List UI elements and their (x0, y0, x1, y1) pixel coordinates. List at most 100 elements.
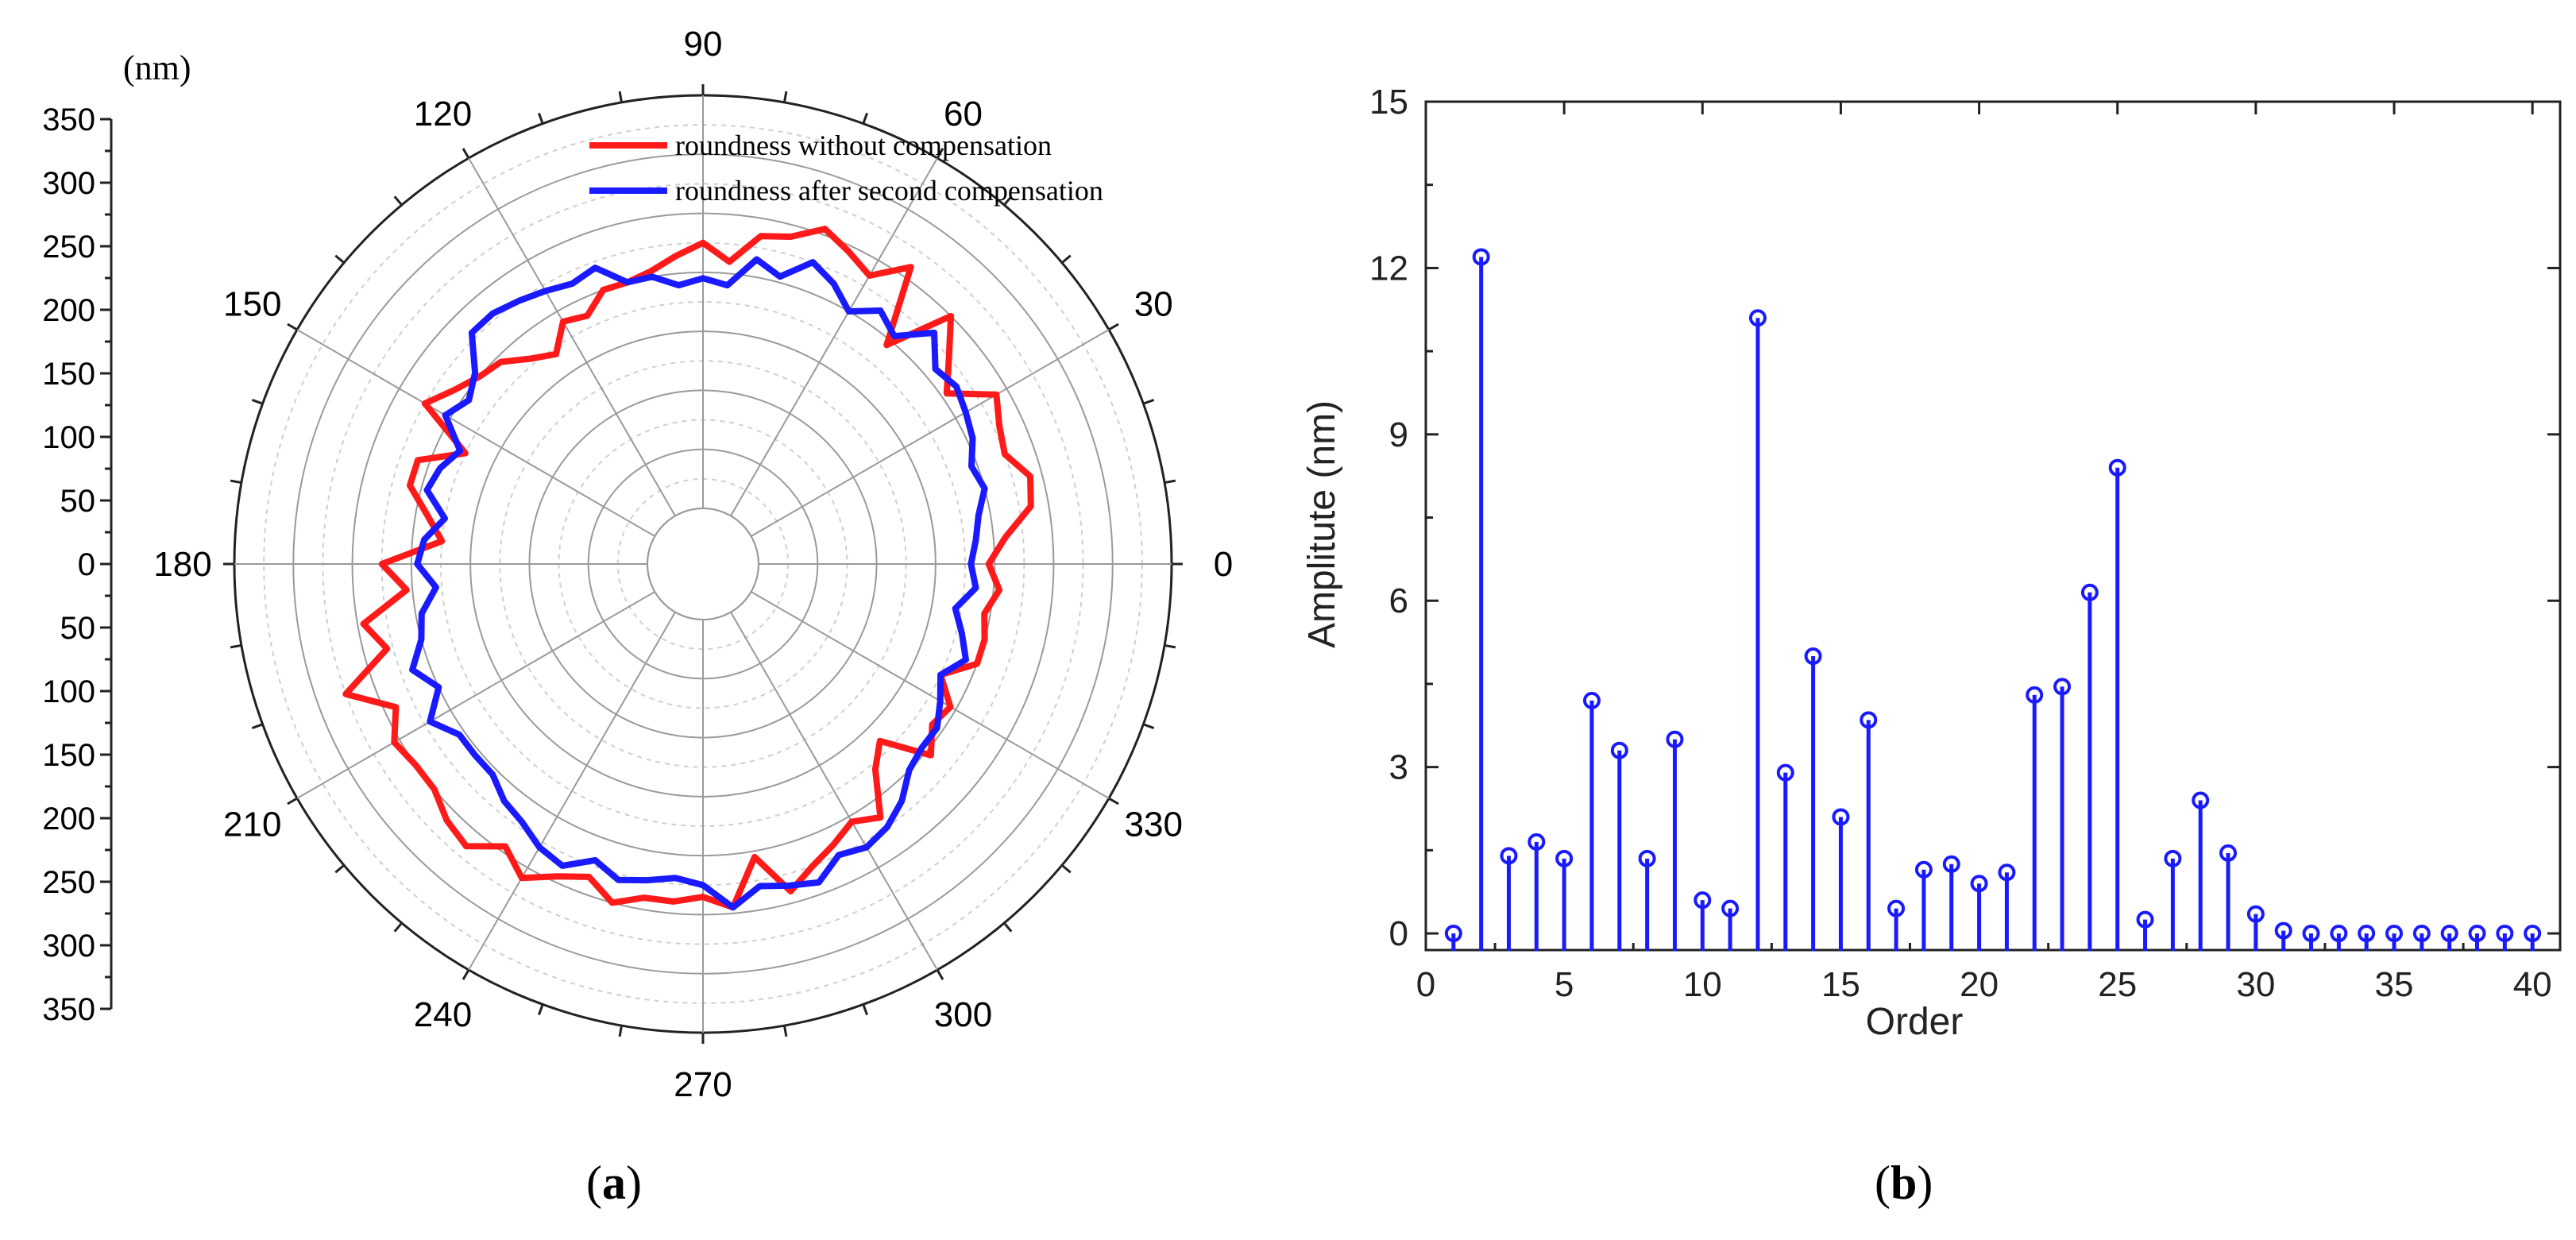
stem-marker (2330, 925, 2348, 943)
scale-tick-label: 200 (42, 293, 95, 328)
outer-tick (782, 91, 788, 103)
outer-tick (618, 91, 624, 103)
stem-marker (1887, 899, 1906, 917)
outer-tick (862, 1003, 868, 1016)
y-tick-label: 15 (1369, 83, 1408, 122)
x-tick-label: 5 (1554, 965, 1574, 1004)
scale-tick-label: 300 (42, 929, 95, 964)
stem-marker (1776, 763, 1794, 782)
caption-b-letter: b (1890, 1157, 1918, 1209)
caption-b-open: ( (1875, 1157, 1890, 1209)
scale-tick-label: 100 (42, 674, 95, 709)
stem-marker (2274, 921, 2292, 940)
stem-marker (1748, 309, 1767, 327)
outer-tick (1061, 254, 1072, 264)
radial-scale-bar: 350 300 250 200 150 100 50 0 50 100 150 200 250 300 35… (42, 102, 113, 1027)
stem-marker (2192, 791, 2210, 809)
outer-tick (1061, 864, 1072, 874)
angle-label: 0 (1214, 545, 1233, 584)
stem-marker (1804, 647, 1822, 666)
stem-marker (1694, 891, 1712, 910)
stem-marker (1721, 899, 1740, 917)
x-tick-label: 10 (1683, 965, 1722, 1004)
stem-marker (1582, 691, 1601, 709)
x-tick-label: 40 (2513, 965, 2552, 1004)
outer-tick (287, 797, 298, 805)
scale-tick-label: 250 (42, 230, 95, 265)
polar-grid (223, 84, 1183, 1044)
stem-marker (1610, 741, 1628, 759)
scale-tick-label: 350 (42, 992, 95, 1027)
outer-tick (1142, 723, 1155, 729)
polar-series (342, 226, 1034, 911)
angle-label: 120 (414, 95, 472, 133)
outer-tick (393, 195, 403, 206)
y-tick-label: 3 (1389, 748, 1408, 787)
x-axis-label: Order (1866, 1001, 1964, 1043)
stem-marker (2026, 686, 2044, 704)
stem-axes: 0 5 10 15 20 25 30 35 40 0 3 6 9 12 15 (1369, 83, 2562, 1004)
grid-spoke (751, 591, 1110, 799)
series-without-compensation (342, 226, 1034, 911)
stem-marker (2219, 844, 2238, 862)
stem-chart: 0 5 10 15 20 25 30 35 40 0 3 6 9 12 15 Order Amplitute… (1301, 83, 2562, 1043)
stem-marker (1832, 808, 1850, 826)
outer-tick (393, 922, 403, 933)
stem-marker (1860, 711, 1878, 729)
stem-marker (2246, 905, 2265, 923)
grid-spoke (296, 329, 655, 537)
angle-label: 240 (414, 995, 472, 1034)
polar-angle-labels: 0 30 60 90 120 150 180 210 240 270 300 330 (153, 25, 1233, 1104)
stem-marker (2496, 925, 2514, 943)
angle-label: 270 (674, 1065, 732, 1104)
angle-label: 90 (684, 25, 723, 64)
scale-tick-label: 200 (42, 802, 95, 836)
grid-spoke (751, 329, 1110, 537)
y-axis-label: Amplitute (nm) (1301, 400, 1343, 648)
angle-label: 150 (223, 285, 281, 324)
outer-tick (462, 148, 470, 159)
y-tick-label: 0 (1389, 914, 1408, 953)
caption-b-close: ) (1917, 1157, 1933, 1209)
outer-tick (251, 723, 264, 729)
stem-marker (1666, 730, 1684, 748)
outer-tick (538, 1003, 544, 1016)
stem-marker (1444, 925, 1462, 943)
angle-label: 30 (1134, 285, 1173, 324)
stem-marker (2412, 925, 2431, 943)
y-tick-label: 6 (1389, 581, 1408, 620)
outer-tick (1164, 643, 1176, 649)
outer-tick (230, 643, 242, 649)
angle-label: 180 (153, 545, 211, 584)
grid-spoke (730, 157, 938, 516)
stem-marker (2164, 849, 2182, 867)
angle-label: 300 (934, 995, 992, 1034)
stem-marker (2468, 925, 2486, 943)
stem-marker (2358, 925, 2376, 943)
legend-label-after: roundness after second compensation (675, 175, 1103, 207)
stem-marker (2385, 925, 2404, 943)
caption-a: (a) (586, 1156, 642, 1211)
grid-spoke (296, 591, 655, 799)
y-tick-label: 12 (1369, 249, 1408, 288)
grid-spoke (468, 157, 676, 516)
x-tick-label: 0 (1416, 965, 1435, 1004)
caption-b: (b) (1875, 1156, 1933, 1211)
polar-legend: roundness without compensation roundness… (589, 129, 1103, 207)
grid-circle (647, 508, 759, 620)
stem-marks (1444, 248, 2542, 952)
y-tick-label: 9 (1389, 415, 1408, 454)
stem-marker (1500, 847, 1518, 865)
outer-tick (936, 148, 944, 159)
radial-unit-label: (nm) (123, 48, 191, 87)
outer-tick (334, 864, 345, 874)
stem-marker (2080, 583, 2099, 601)
outer-tick (287, 323, 298, 331)
outer-tick (1108, 797, 1119, 805)
stem-marker (2108, 458, 2126, 477)
stem-marker (2524, 925, 2542, 943)
polar-chart: 0 30 60 90 120 150 180 210 240 270 300 330 350 300 25… (42, 25, 1233, 1104)
outer-tick (334, 254, 345, 264)
outer-tick (1142, 399, 1155, 405)
outer-tick (251, 399, 264, 405)
